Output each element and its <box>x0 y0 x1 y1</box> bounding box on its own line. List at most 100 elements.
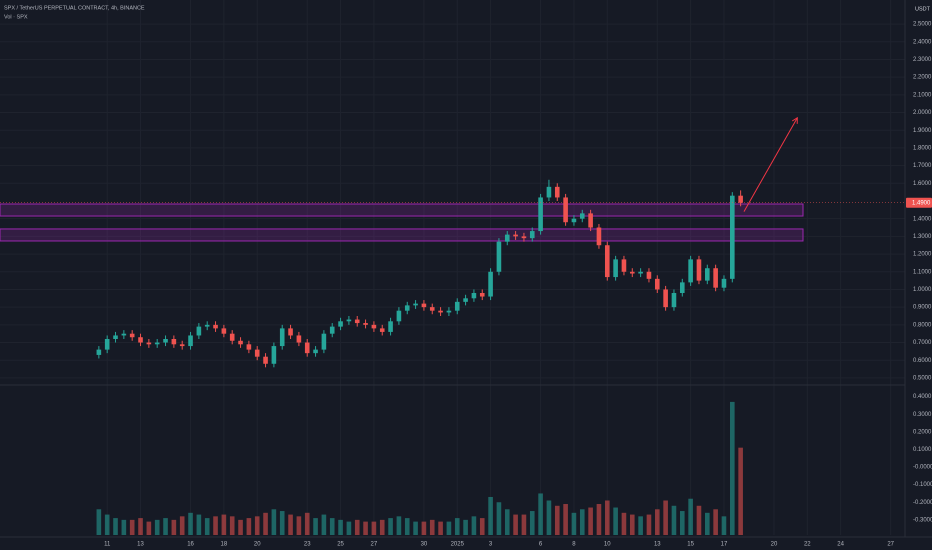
x-tick-label: 8 <box>572 542 576 548</box>
volume-bar <box>279 511 285 535</box>
x-tick-label: 13 <box>137 542 144 548</box>
volume-bar <box>454 518 460 535</box>
candle-body <box>146 342 152 345</box>
volume-bar <box>196 514 202 535</box>
candle-body <box>546 186 552 198</box>
candle-body <box>713 268 718 288</box>
axes: 0.5000 0.6000 0.7000 0.8000 0.9000 1.0000 1.10… <box>104 22 932 548</box>
candle-body <box>379 328 385 332</box>
volume-bar <box>696 505 702 535</box>
candle-body <box>663 289 668 308</box>
volume-bar <box>154 519 160 535</box>
x-tick-label: 25 <box>337 542 344 548</box>
y-tick-label: 1.6000 <box>913 181 932 187</box>
candle-body <box>179 344 185 347</box>
volume-bar <box>638 516 643 535</box>
volume-bar <box>163 518 168 535</box>
y-tick-label: 2.0000 <box>913 110 932 116</box>
zone <box>0 228 804 242</box>
volume-bar <box>546 500 552 535</box>
candle-body <box>371 324 377 329</box>
candle-body <box>463 298 468 302</box>
volume-bar <box>338 519 343 535</box>
candle-body <box>313 349 318 354</box>
y-tick-label: 1.4000 <box>913 216 932 222</box>
x-tick-label: 22 <box>804 542 811 548</box>
x-tick-label: 2025 <box>451 542 465 548</box>
candle-body <box>213 324 218 329</box>
volume-bar <box>629 514 635 535</box>
x-tick-label: 6 <box>539 542 543 548</box>
volume-bar <box>396 516 402 535</box>
candle-body <box>279 328 285 347</box>
volume-bar <box>188 512 193 535</box>
candle-body <box>396 310 402 322</box>
volume-bar <box>288 514 293 535</box>
volume-bar <box>246 518 252 535</box>
y-tick-label: 1.1000 <box>913 269 932 275</box>
y-tick-label: 1.0000 <box>913 287 932 293</box>
y-tick-label: 1.9000 <box>913 128 932 134</box>
y2-tick-label: 0.3000 <box>913 412 932 418</box>
candle-body <box>254 349 260 357</box>
last-price-label: 1.4900 <box>912 200 931 206</box>
volume-bar <box>363 521 368 535</box>
volume-bar <box>496 502 502 535</box>
candle-body <box>429 307 435 311</box>
candle-body <box>529 231 535 239</box>
volume-bar <box>563 504 568 535</box>
volume-bar <box>271 509 277 535</box>
volume-bar <box>488 496 493 535</box>
volume-bar <box>421 521 427 535</box>
y2-tick-label: -0.2000 <box>913 500 932 506</box>
volume-bar <box>613 507 618 535</box>
volume-bar <box>129 519 135 535</box>
volume-bar <box>388 518 393 535</box>
chart-subtitle: Vol · SPX <box>4 14 28 20</box>
volume-bar <box>254 516 260 535</box>
y-tick-label: 0.5000 <box>913 376 932 382</box>
volume-bar <box>263 512 268 535</box>
trend-arrow <box>743 117 798 212</box>
volume-bar <box>721 516 727 535</box>
candle-body <box>288 328 293 336</box>
candle-body <box>363 323 368 325</box>
x-tick-label: 27 <box>371 542 378 548</box>
y-tick-label: 2.5000 <box>913 22 932 28</box>
volume-bar <box>413 521 418 535</box>
volume-bar <box>554 505 560 535</box>
candle-body <box>404 305 410 311</box>
plot <box>0 116 905 535</box>
candle-body <box>388 321 393 332</box>
candle-body <box>538 197 543 232</box>
volume-bar <box>579 509 585 535</box>
candle-body <box>554 186 560 198</box>
y-tick-label: 0.6000 <box>913 358 932 364</box>
candle-body <box>654 278 660 290</box>
candle-body <box>446 310 452 313</box>
volume-bar <box>738 447 743 535</box>
volume-bar <box>354 519 360 535</box>
candle-body <box>588 213 593 228</box>
chart-title: SPX / TetherUS PERPETUAL CONTRACT, 4h, B… <box>4 5 145 11</box>
candle-body <box>696 259 702 281</box>
volume-bar <box>588 507 593 535</box>
volume-bar <box>213 516 218 535</box>
volume-bar <box>96 509 102 535</box>
y-tick-label: 0.7000 <box>913 340 932 346</box>
x-tick-label: 24 <box>837 542 844 548</box>
candle-body <box>613 259 618 278</box>
candle-body <box>246 344 252 350</box>
candle-body <box>504 234 510 242</box>
x-tick-label: 20 <box>771 542 778 548</box>
candle-body <box>104 338 110 350</box>
volume-bar <box>304 512 310 535</box>
candle-body <box>488 271 493 297</box>
volume-bar <box>113 518 118 535</box>
y-tick-label: 1.3000 <box>913 234 932 240</box>
y-tick-label: 2.1000 <box>913 92 932 98</box>
candle-body <box>629 271 635 274</box>
candle-body <box>704 268 710 281</box>
volume-bar <box>504 509 510 535</box>
